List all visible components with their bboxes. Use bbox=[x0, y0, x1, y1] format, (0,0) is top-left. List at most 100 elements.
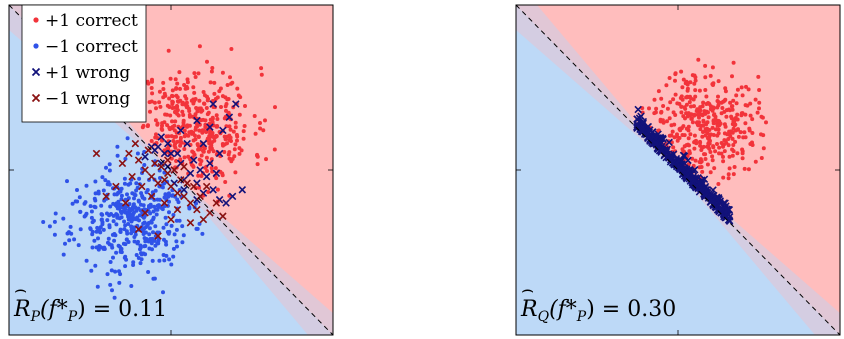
data-point bbox=[114, 212, 119, 217]
data-point bbox=[724, 114, 729, 119]
data-point bbox=[205, 94, 209, 99]
data-point bbox=[273, 105, 277, 110]
data-point bbox=[697, 115, 701, 120]
data-point bbox=[146, 270, 151, 274]
data-point bbox=[119, 193, 124, 198]
left-panel: +1 correct −1 correct +1 wrong −1 wrong … bbox=[8, 4, 334, 336]
data-point bbox=[235, 86, 240, 91]
data-point bbox=[201, 90, 206, 94]
data-point bbox=[196, 147, 201, 152]
data-point bbox=[192, 90, 197, 95]
misclassified-point bbox=[649, 133, 658, 141]
misclassified-point bbox=[196, 166, 204, 174]
data-point bbox=[747, 128, 752, 133]
data-point bbox=[118, 209, 123, 214]
risk-argument: (f* bbox=[40, 297, 68, 322]
data-point bbox=[199, 109, 204, 114]
misclassified-point bbox=[701, 192, 709, 201]
data-point bbox=[124, 229, 129, 234]
data-point bbox=[711, 119, 716, 124]
data-point bbox=[708, 73, 713, 78]
data-point bbox=[197, 185, 202, 190]
data-point bbox=[210, 120, 215, 125]
data-point bbox=[236, 93, 241, 98]
data-point bbox=[235, 138, 239, 143]
data-point bbox=[689, 116, 694, 121]
data-point bbox=[109, 268, 114, 273]
data-point bbox=[142, 163, 147, 167]
data-point bbox=[106, 240, 110, 245]
data-point bbox=[215, 117, 220, 121]
data-point bbox=[731, 143, 736, 147]
data-point bbox=[764, 120, 768, 125]
data-point bbox=[162, 91, 167, 96]
data-point bbox=[224, 102, 229, 106]
data-point bbox=[759, 132, 763, 137]
data-point bbox=[710, 108, 715, 113]
data-point bbox=[252, 114, 257, 118]
misclassified-point bbox=[180, 162, 188, 171]
data-point bbox=[155, 197, 160, 202]
misclassified-point bbox=[163, 156, 172, 164]
data-point bbox=[719, 111, 724, 116]
data-point bbox=[123, 156, 128, 161]
data-point bbox=[141, 123, 146, 128]
data-point bbox=[150, 258, 155, 263]
data-point bbox=[679, 69, 684, 74]
data-point bbox=[703, 157, 708, 161]
data-point bbox=[714, 118, 719, 123]
data-point bbox=[659, 96, 664, 101]
data-point bbox=[673, 92, 678, 97]
data-point bbox=[234, 132, 239, 137]
data-point bbox=[155, 121, 160, 126]
misclassified-point bbox=[196, 192, 204, 201]
data-point bbox=[205, 98, 210, 103]
data-point bbox=[684, 126, 689, 131]
data-point bbox=[697, 88, 702, 93]
data-point bbox=[132, 196, 136, 201]
data-point bbox=[253, 131, 258, 136]
data-point bbox=[100, 175, 105, 180]
data-point bbox=[192, 133, 197, 138]
data-point bbox=[689, 96, 693, 101]
misclassified-point bbox=[131, 139, 140, 148]
data-point bbox=[759, 114, 764, 119]
data-point bbox=[748, 101, 753, 106]
misclassified-point bbox=[173, 149, 182, 158]
data-point bbox=[261, 128, 266, 133]
legend-marker-neg-correct bbox=[33, 43, 39, 49]
data-point bbox=[735, 127, 740, 132]
data-point bbox=[225, 141, 229, 146]
misclassified-point bbox=[634, 105, 642, 114]
data-point bbox=[720, 106, 725, 110]
data-point bbox=[678, 126, 683, 131]
data-point bbox=[96, 236, 100, 241]
data-point bbox=[698, 108, 703, 113]
data-point bbox=[142, 236, 147, 241]
data-point bbox=[78, 209, 83, 214]
data-point bbox=[673, 71, 678, 76]
data-point bbox=[171, 139, 176, 143]
misclassified-point bbox=[167, 149, 175, 158]
misclassified-point bbox=[202, 172, 211, 181]
data-point bbox=[199, 153, 204, 158]
data-point bbox=[166, 134, 171, 139]
data-point bbox=[212, 80, 217, 85]
data-point bbox=[692, 81, 697, 86]
data-point bbox=[68, 224, 73, 229]
data-point bbox=[179, 140, 184, 145]
data-point bbox=[665, 119, 669, 124]
data-point bbox=[195, 109, 200, 114]
legend-marker-pos-correct bbox=[33, 17, 39, 23]
legend-item-neg-correct: −1 correct bbox=[33, 37, 138, 57]
data-point bbox=[167, 229, 172, 234]
data-point bbox=[712, 112, 717, 117]
data-point bbox=[734, 93, 739, 98]
data-point bbox=[107, 168, 112, 173]
data-point bbox=[184, 103, 189, 108]
data-point bbox=[213, 96, 218, 101]
data-point bbox=[231, 129, 236, 134]
data-point bbox=[123, 223, 128, 228]
data-point bbox=[743, 121, 748, 126]
data-point bbox=[746, 87, 751, 92]
